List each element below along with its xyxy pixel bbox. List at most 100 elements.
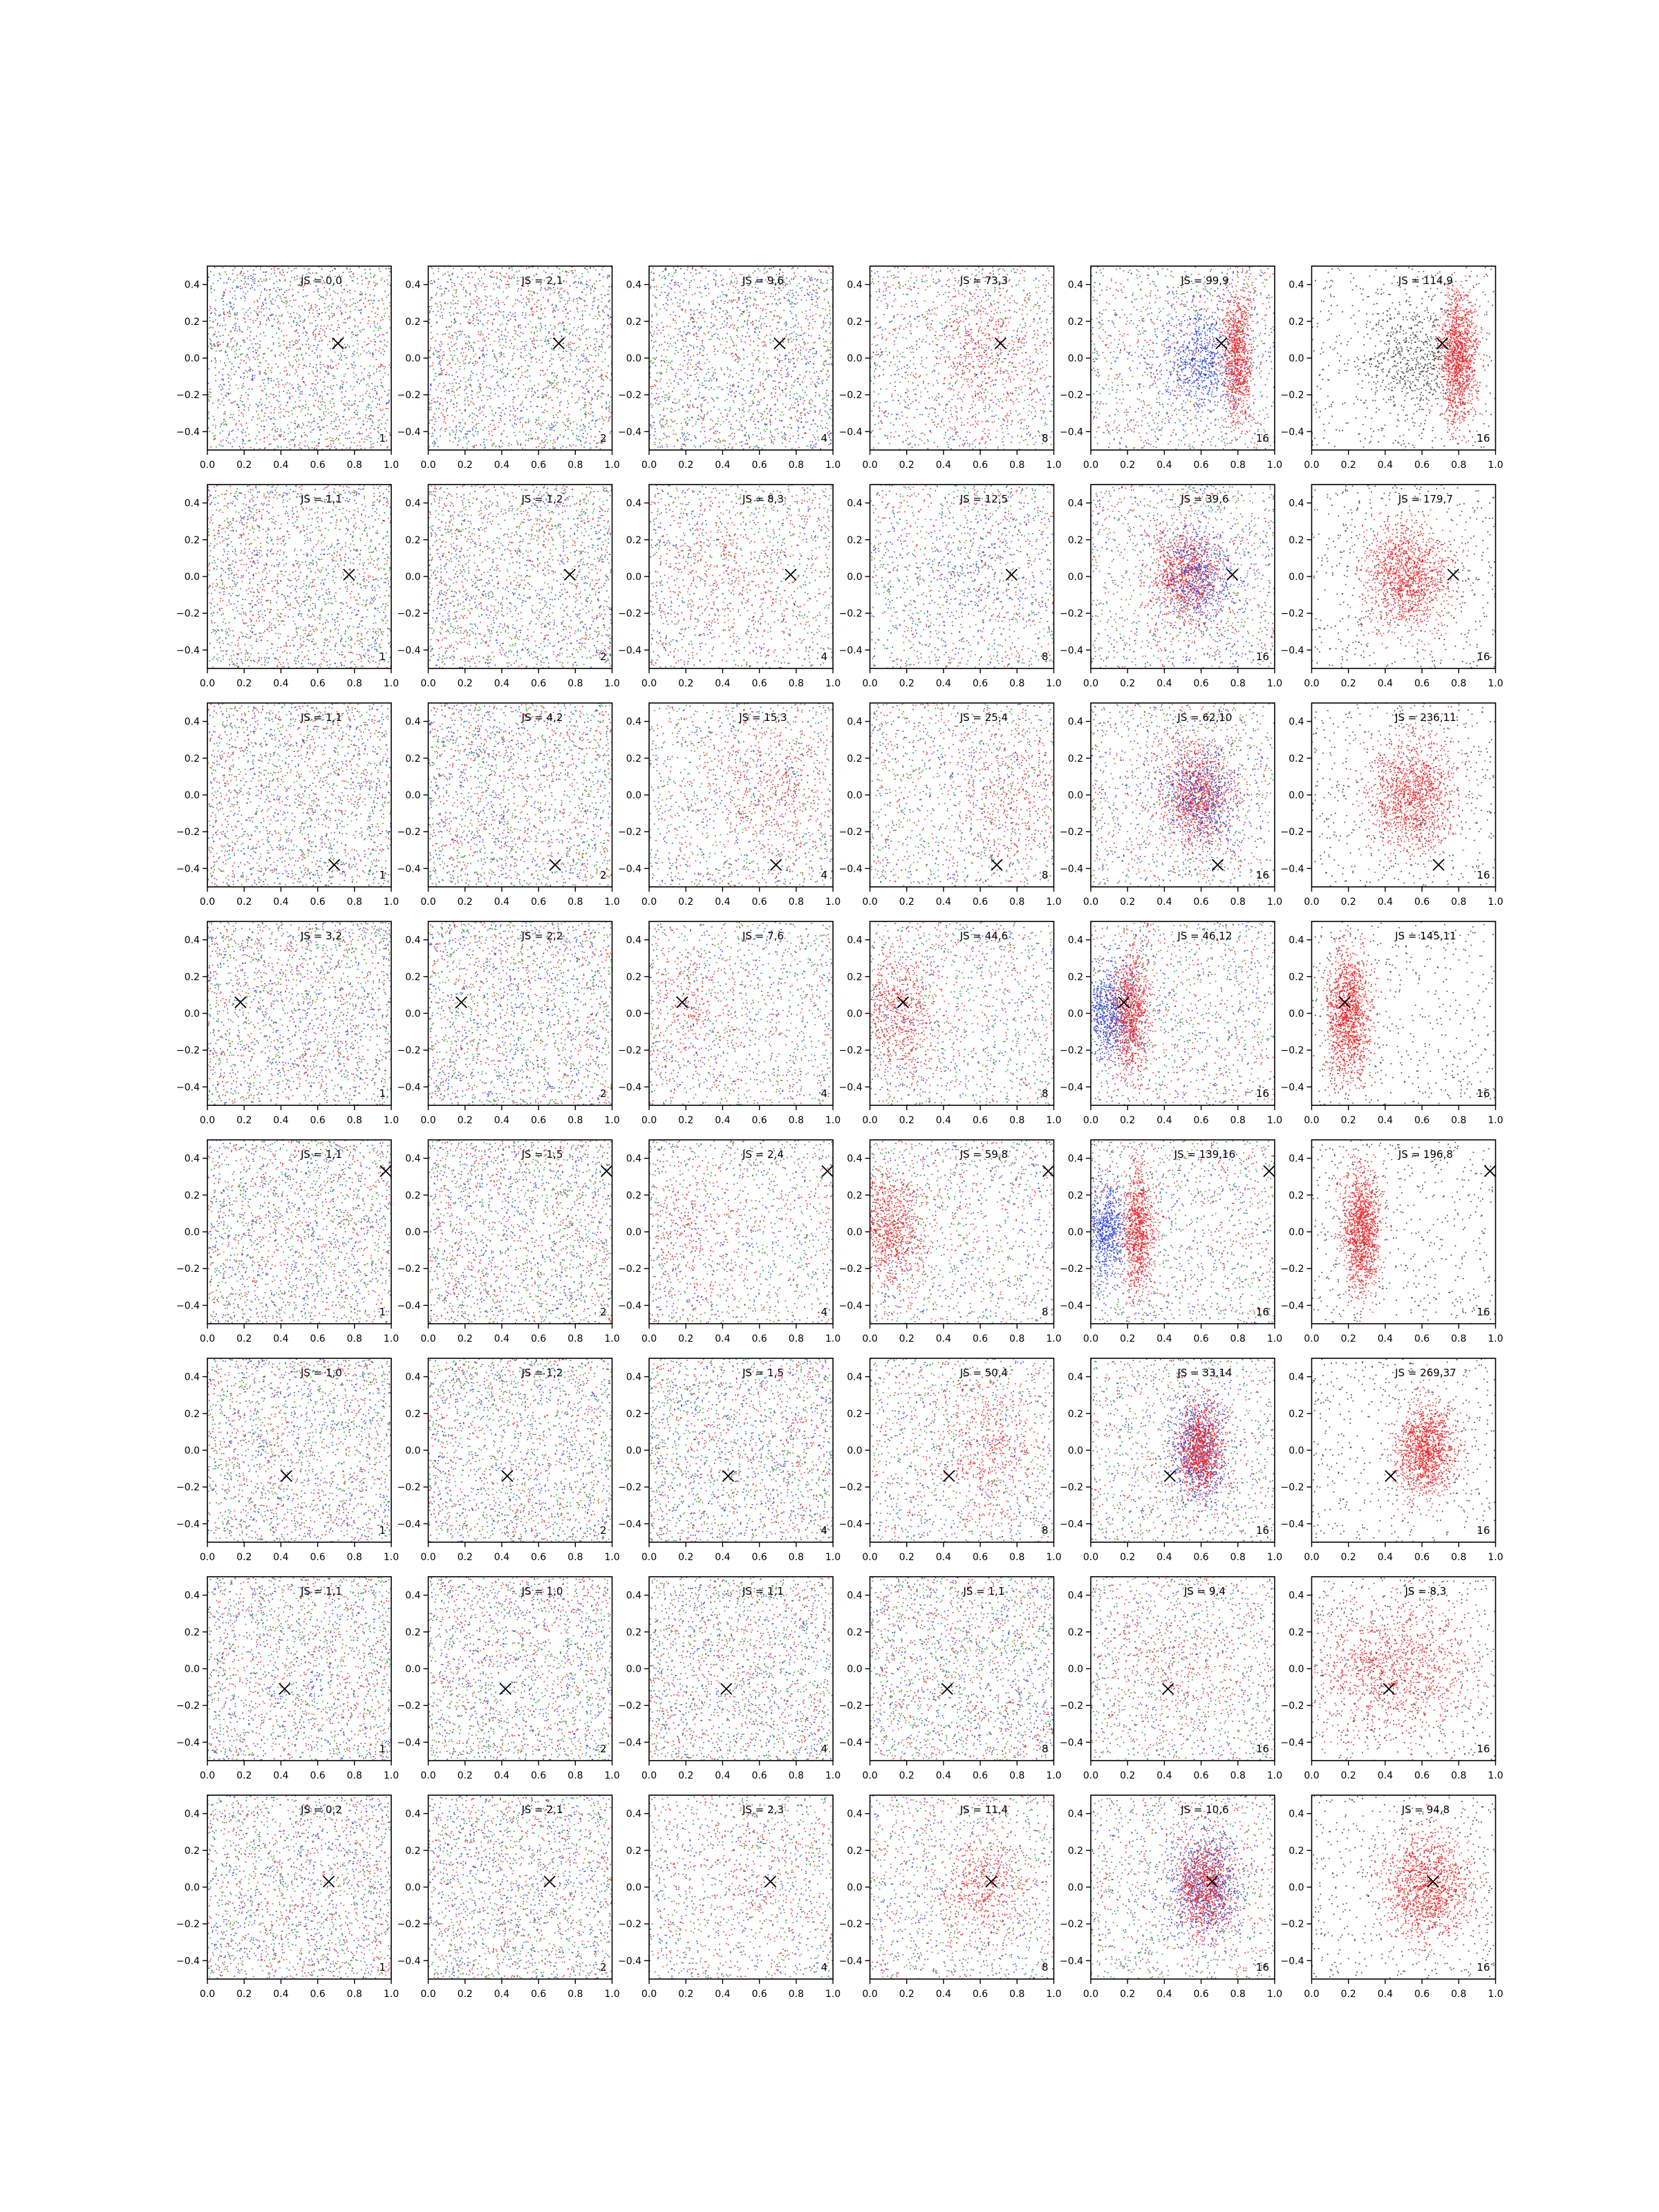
scatter-point	[450, 355, 451, 356]
scatter-point	[503, 276, 505, 277]
scatter-point	[451, 302, 452, 303]
scatter-point	[504, 413, 505, 415]
scatter-point	[446, 327, 447, 328]
scatter-point	[476, 319, 477, 321]
scatter-point	[274, 355, 276, 356]
scatter-point	[491, 444, 493, 446]
scatter-point	[268, 364, 270, 365]
scatter-point	[447, 415, 449, 416]
scatter-point	[447, 344, 449, 345]
scatter-point	[763, 298, 765, 299]
scatter-point	[831, 341, 832, 343]
scatter-point	[597, 447, 598, 448]
scatter-point	[578, 359, 579, 361]
scatter-point	[469, 404, 470, 405]
scatter-point	[234, 318, 236, 319]
scatter-point	[263, 438, 265, 439]
scatter-point	[272, 423, 274, 424]
scatter-point	[243, 339, 245, 341]
scatter-point	[513, 402, 514, 403]
scatter-point	[494, 341, 495, 342]
scatter-point	[366, 391, 368, 392]
scatter-point	[565, 371, 566, 373]
scatter-point	[351, 304, 353, 306]
scatter-point	[368, 418, 369, 420]
scatter-point	[534, 391, 536, 393]
scatter-point	[433, 446, 435, 447]
scatter-point	[236, 312, 238, 314]
scatter-point	[435, 294, 437, 296]
scatter-point	[495, 314, 496, 315]
scatter-point	[318, 442, 319, 444]
scatter-point	[697, 327, 699, 328]
scatter-point	[496, 297, 498, 299]
scatter-point	[552, 312, 554, 313]
scatter-point	[719, 432, 720, 433]
scatter-point	[215, 300, 216, 301]
scatter-point	[358, 310, 359, 311]
scatter-point	[791, 332, 793, 334]
scatter-point	[328, 315, 330, 317]
scatter-point	[250, 288, 251, 289]
scatter-point	[528, 300, 529, 301]
scatter-point	[234, 366, 235, 368]
scatter-point	[697, 362, 699, 364]
scatter-point	[693, 333, 695, 335]
scatter-point	[297, 324, 299, 325]
scatter-point	[585, 385, 586, 386]
scatter-point	[438, 351, 440, 353]
scatter-point	[697, 336, 699, 337]
scatter-point	[464, 368, 465, 369]
scatter-point	[821, 371, 823, 372]
scatter-point	[496, 306, 497, 307]
scatter-point	[232, 363, 233, 364]
scatter-point	[521, 366, 523, 367]
scatter-point	[773, 388, 774, 389]
scatter-point	[218, 315, 220, 317]
scatter-point	[451, 335, 453, 336]
scatter-point	[599, 418, 601, 420]
scatter-point	[459, 335, 460, 336]
scatter-point	[439, 404, 440, 406]
scatter-point	[364, 307, 366, 308]
scatter-point	[585, 361, 587, 362]
scatter-point	[349, 299, 350, 301]
scatter-point	[524, 348, 525, 349]
scatter-point	[753, 366, 754, 367]
scatter-point	[581, 435, 583, 437]
scatter-point	[726, 325, 727, 326]
scatter-point	[312, 323, 313, 324]
scatter-point	[263, 303, 264, 305]
scatter-point	[709, 270, 710, 272]
scatter-point	[592, 398, 593, 400]
scatter-point	[311, 308, 312, 309]
scatter-point	[441, 344, 442, 345]
scatter-point	[476, 296, 478, 297]
scatter-point	[500, 356, 501, 357]
scatter-point	[387, 284, 388, 285]
scatter-point	[467, 386, 468, 388]
scatter-point	[817, 437, 818, 438]
scatter-point	[803, 409, 805, 410]
scatter-point	[273, 438, 274, 440]
scatter-point	[749, 344, 751, 346]
scatter-point	[433, 398, 434, 400]
scatter-point	[261, 420, 263, 422]
scatter-point	[515, 303, 516, 305]
scatter-point	[510, 410, 512, 411]
scatter-point	[435, 443, 436, 444]
scatter-point	[263, 279, 265, 281]
scatter-point	[225, 413, 226, 415]
scatter-point	[797, 302, 798, 303]
scatter-point	[263, 383, 264, 384]
scatter-point	[440, 429, 441, 431]
scatter-point	[252, 370, 254, 371]
scatter-point	[373, 447, 374, 448]
scatter-point	[732, 447, 733, 448]
scatter-point	[513, 408, 514, 409]
scatter-point	[602, 379, 603, 380]
scatter-point	[777, 364, 778, 366]
scatter-point	[574, 350, 576, 351]
scatter-point	[334, 315, 335, 316]
scatter-point	[343, 337, 344, 338]
